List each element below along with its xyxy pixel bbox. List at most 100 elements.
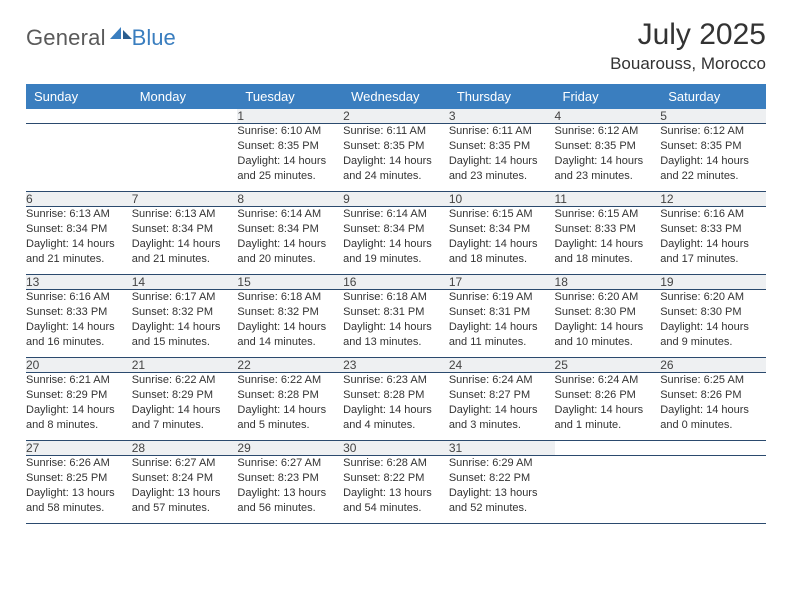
sunrise-text: Sunrise: 6:29 AM xyxy=(449,456,555,471)
day-number: 25 xyxy=(555,358,661,373)
weekday-header: Thursday xyxy=(449,84,555,109)
day-cell: Sunrise: 6:15 AMSunset: 8:34 PMDaylight:… xyxy=(449,207,555,275)
day-number: 23 xyxy=(343,358,449,373)
sunrise-text: Sunrise: 6:19 AM xyxy=(449,290,555,305)
sunset-text: Sunset: 8:35 PM xyxy=(555,139,661,154)
daylight-text: Daylight: 14 hours and 18 minutes. xyxy=(555,237,661,267)
day-cell xyxy=(26,124,132,192)
day-number xyxy=(660,441,766,456)
daylight-text: Daylight: 14 hours and 8 minutes. xyxy=(26,403,132,433)
day-cell: Sunrise: 6:20 AMSunset: 8:30 PMDaylight:… xyxy=(660,290,766,358)
day-cell: Sunrise: 6:11 AMSunset: 8:35 PMDaylight:… xyxy=(343,124,449,192)
day-cell: Sunrise: 6:27 AMSunset: 8:24 PMDaylight:… xyxy=(132,456,238,524)
sunset-text: Sunset: 8:33 PM xyxy=(555,222,661,237)
day-number: 9 xyxy=(343,192,449,207)
day-cell: Sunrise: 6:27 AMSunset: 8:23 PMDaylight:… xyxy=(237,456,343,524)
day-number: 17 xyxy=(449,275,555,290)
sunset-text: Sunset: 8:25 PM xyxy=(26,471,132,486)
day-cell: Sunrise: 6:29 AMSunset: 8:22 PMDaylight:… xyxy=(449,456,555,524)
day-number: 24 xyxy=(449,358,555,373)
sunrise-text: Sunrise: 6:15 AM xyxy=(449,207,555,222)
day-cell: Sunrise: 6:18 AMSunset: 8:31 PMDaylight:… xyxy=(343,290,449,358)
sunrise-text: Sunrise: 6:20 AM xyxy=(660,290,766,305)
day-cell: Sunrise: 6:15 AMSunset: 8:33 PMDaylight:… xyxy=(555,207,661,275)
day-number: 13 xyxy=(26,275,132,290)
sunrise-text: Sunrise: 6:21 AM xyxy=(26,373,132,388)
daylight-text: Daylight: 13 hours and 57 minutes. xyxy=(132,486,238,516)
day-number: 29 xyxy=(237,441,343,456)
day-number: 18 xyxy=(555,275,661,290)
sunset-text: Sunset: 8:22 PM xyxy=(343,471,449,486)
sunset-text: Sunset: 8:34 PM xyxy=(132,222,238,237)
day-cell: Sunrise: 6:20 AMSunset: 8:30 PMDaylight:… xyxy=(555,290,661,358)
day-number: 26 xyxy=(660,358,766,373)
brand-logo: General Blue xyxy=(26,24,176,51)
sunset-text: Sunset: 8:35 PM xyxy=(237,139,343,154)
day-number: 8 xyxy=(237,192,343,207)
sunset-text: Sunset: 8:26 PM xyxy=(555,388,661,403)
day-number xyxy=(555,441,661,456)
day-number: 5 xyxy=(660,109,766,124)
sunrise-text: Sunrise: 6:11 AM xyxy=(343,124,449,139)
day-number: 11 xyxy=(555,192,661,207)
day-number: 28 xyxy=(132,441,238,456)
sunrise-text: Sunrise: 6:15 AM xyxy=(555,207,661,222)
sunset-text: Sunset: 8:35 PM xyxy=(449,139,555,154)
sunrise-text: Sunrise: 6:26 AM xyxy=(26,456,132,471)
sunset-text: Sunset: 8:32 PM xyxy=(237,305,343,320)
daylight-text: Daylight: 14 hours and 19 minutes. xyxy=(343,237,449,267)
daylight-text: Daylight: 14 hours and 23 minutes. xyxy=(449,154,555,184)
day-number: 7 xyxy=(132,192,238,207)
sunrise-text: Sunrise: 6:12 AM xyxy=(660,124,766,139)
daylight-text: Daylight: 14 hours and 18 minutes. xyxy=(449,237,555,267)
day-number: 31 xyxy=(449,441,555,456)
day-cell: Sunrise: 6:22 AMSunset: 8:28 PMDaylight:… xyxy=(237,373,343,441)
daylight-text: Daylight: 14 hours and 20 minutes. xyxy=(237,237,343,267)
sunrise-text: Sunrise: 6:13 AM xyxy=(26,207,132,222)
sunrise-text: Sunrise: 6:25 AM xyxy=(660,373,766,388)
sunset-text: Sunset: 8:23 PM xyxy=(237,471,343,486)
sunrise-text: Sunrise: 6:14 AM xyxy=(237,207,343,222)
title-block: July 2025 Bouarouss, Morocco xyxy=(610,18,766,74)
daylight-text: Daylight: 14 hours and 24 minutes. xyxy=(343,154,449,184)
sunset-text: Sunset: 8:34 PM xyxy=(449,222,555,237)
sunset-text: Sunset: 8:22 PM xyxy=(449,471,555,486)
sunset-text: Sunset: 8:35 PM xyxy=(343,139,449,154)
day-cell: Sunrise: 6:22 AMSunset: 8:29 PMDaylight:… xyxy=(132,373,238,441)
daylight-text: Daylight: 14 hours and 7 minutes. xyxy=(132,403,238,433)
day-cell: Sunrise: 6:24 AMSunset: 8:27 PMDaylight:… xyxy=(449,373,555,441)
sunset-text: Sunset: 8:31 PM xyxy=(449,305,555,320)
sunset-text: Sunset: 8:34 PM xyxy=(343,222,449,237)
sunrise-text: Sunrise: 6:22 AM xyxy=(132,373,238,388)
day-cell: Sunrise: 6:28 AMSunset: 8:22 PMDaylight:… xyxy=(343,456,449,524)
day-cell: Sunrise: 6:16 AMSunset: 8:33 PMDaylight:… xyxy=(26,290,132,358)
calendar-weekday-header: SundayMondayTuesdayWednesdayThursdayFrid… xyxy=(26,84,766,109)
day-number: 12 xyxy=(660,192,766,207)
sunrise-text: Sunrise: 6:10 AM xyxy=(237,124,343,139)
sunrise-text: Sunrise: 6:17 AM xyxy=(132,290,238,305)
day-number xyxy=(132,109,238,124)
daylight-text: Daylight: 14 hours and 5 minutes. xyxy=(237,403,343,433)
day-cell: Sunrise: 6:19 AMSunset: 8:31 PMDaylight:… xyxy=(449,290,555,358)
day-number: 19 xyxy=(660,275,766,290)
sunrise-text: Sunrise: 6:24 AM xyxy=(449,373,555,388)
sunrise-text: Sunrise: 6:13 AM xyxy=(132,207,238,222)
sunrise-text: Sunrise: 6:12 AM xyxy=(555,124,661,139)
daylight-text: Daylight: 14 hours and 15 minutes. xyxy=(132,320,238,350)
daylight-text: Daylight: 14 hours and 1 minute. xyxy=(555,403,661,433)
sunrise-text: Sunrise: 6:22 AM xyxy=(237,373,343,388)
day-number: 20 xyxy=(26,358,132,373)
daylight-text: Daylight: 14 hours and 0 minutes. xyxy=(660,403,766,433)
daylight-text: Daylight: 13 hours and 52 minutes. xyxy=(449,486,555,516)
daylight-text: Daylight: 14 hours and 22 minutes. xyxy=(660,154,766,184)
brand-general: General xyxy=(26,25,106,51)
sunrise-text: Sunrise: 6:28 AM xyxy=(343,456,449,471)
day-cell: Sunrise: 6:21 AMSunset: 8:29 PMDaylight:… xyxy=(26,373,132,441)
sunset-text: Sunset: 8:32 PM xyxy=(132,305,238,320)
day-cell: Sunrise: 6:26 AMSunset: 8:25 PMDaylight:… xyxy=(26,456,132,524)
daylight-text: Daylight: 14 hours and 4 minutes. xyxy=(343,403,449,433)
day-cell xyxy=(132,124,238,192)
sunrise-text: Sunrise: 6:27 AM xyxy=(237,456,343,471)
sunrise-text: Sunrise: 6:27 AM xyxy=(132,456,238,471)
daylight-text: Daylight: 14 hours and 3 minutes. xyxy=(449,403,555,433)
